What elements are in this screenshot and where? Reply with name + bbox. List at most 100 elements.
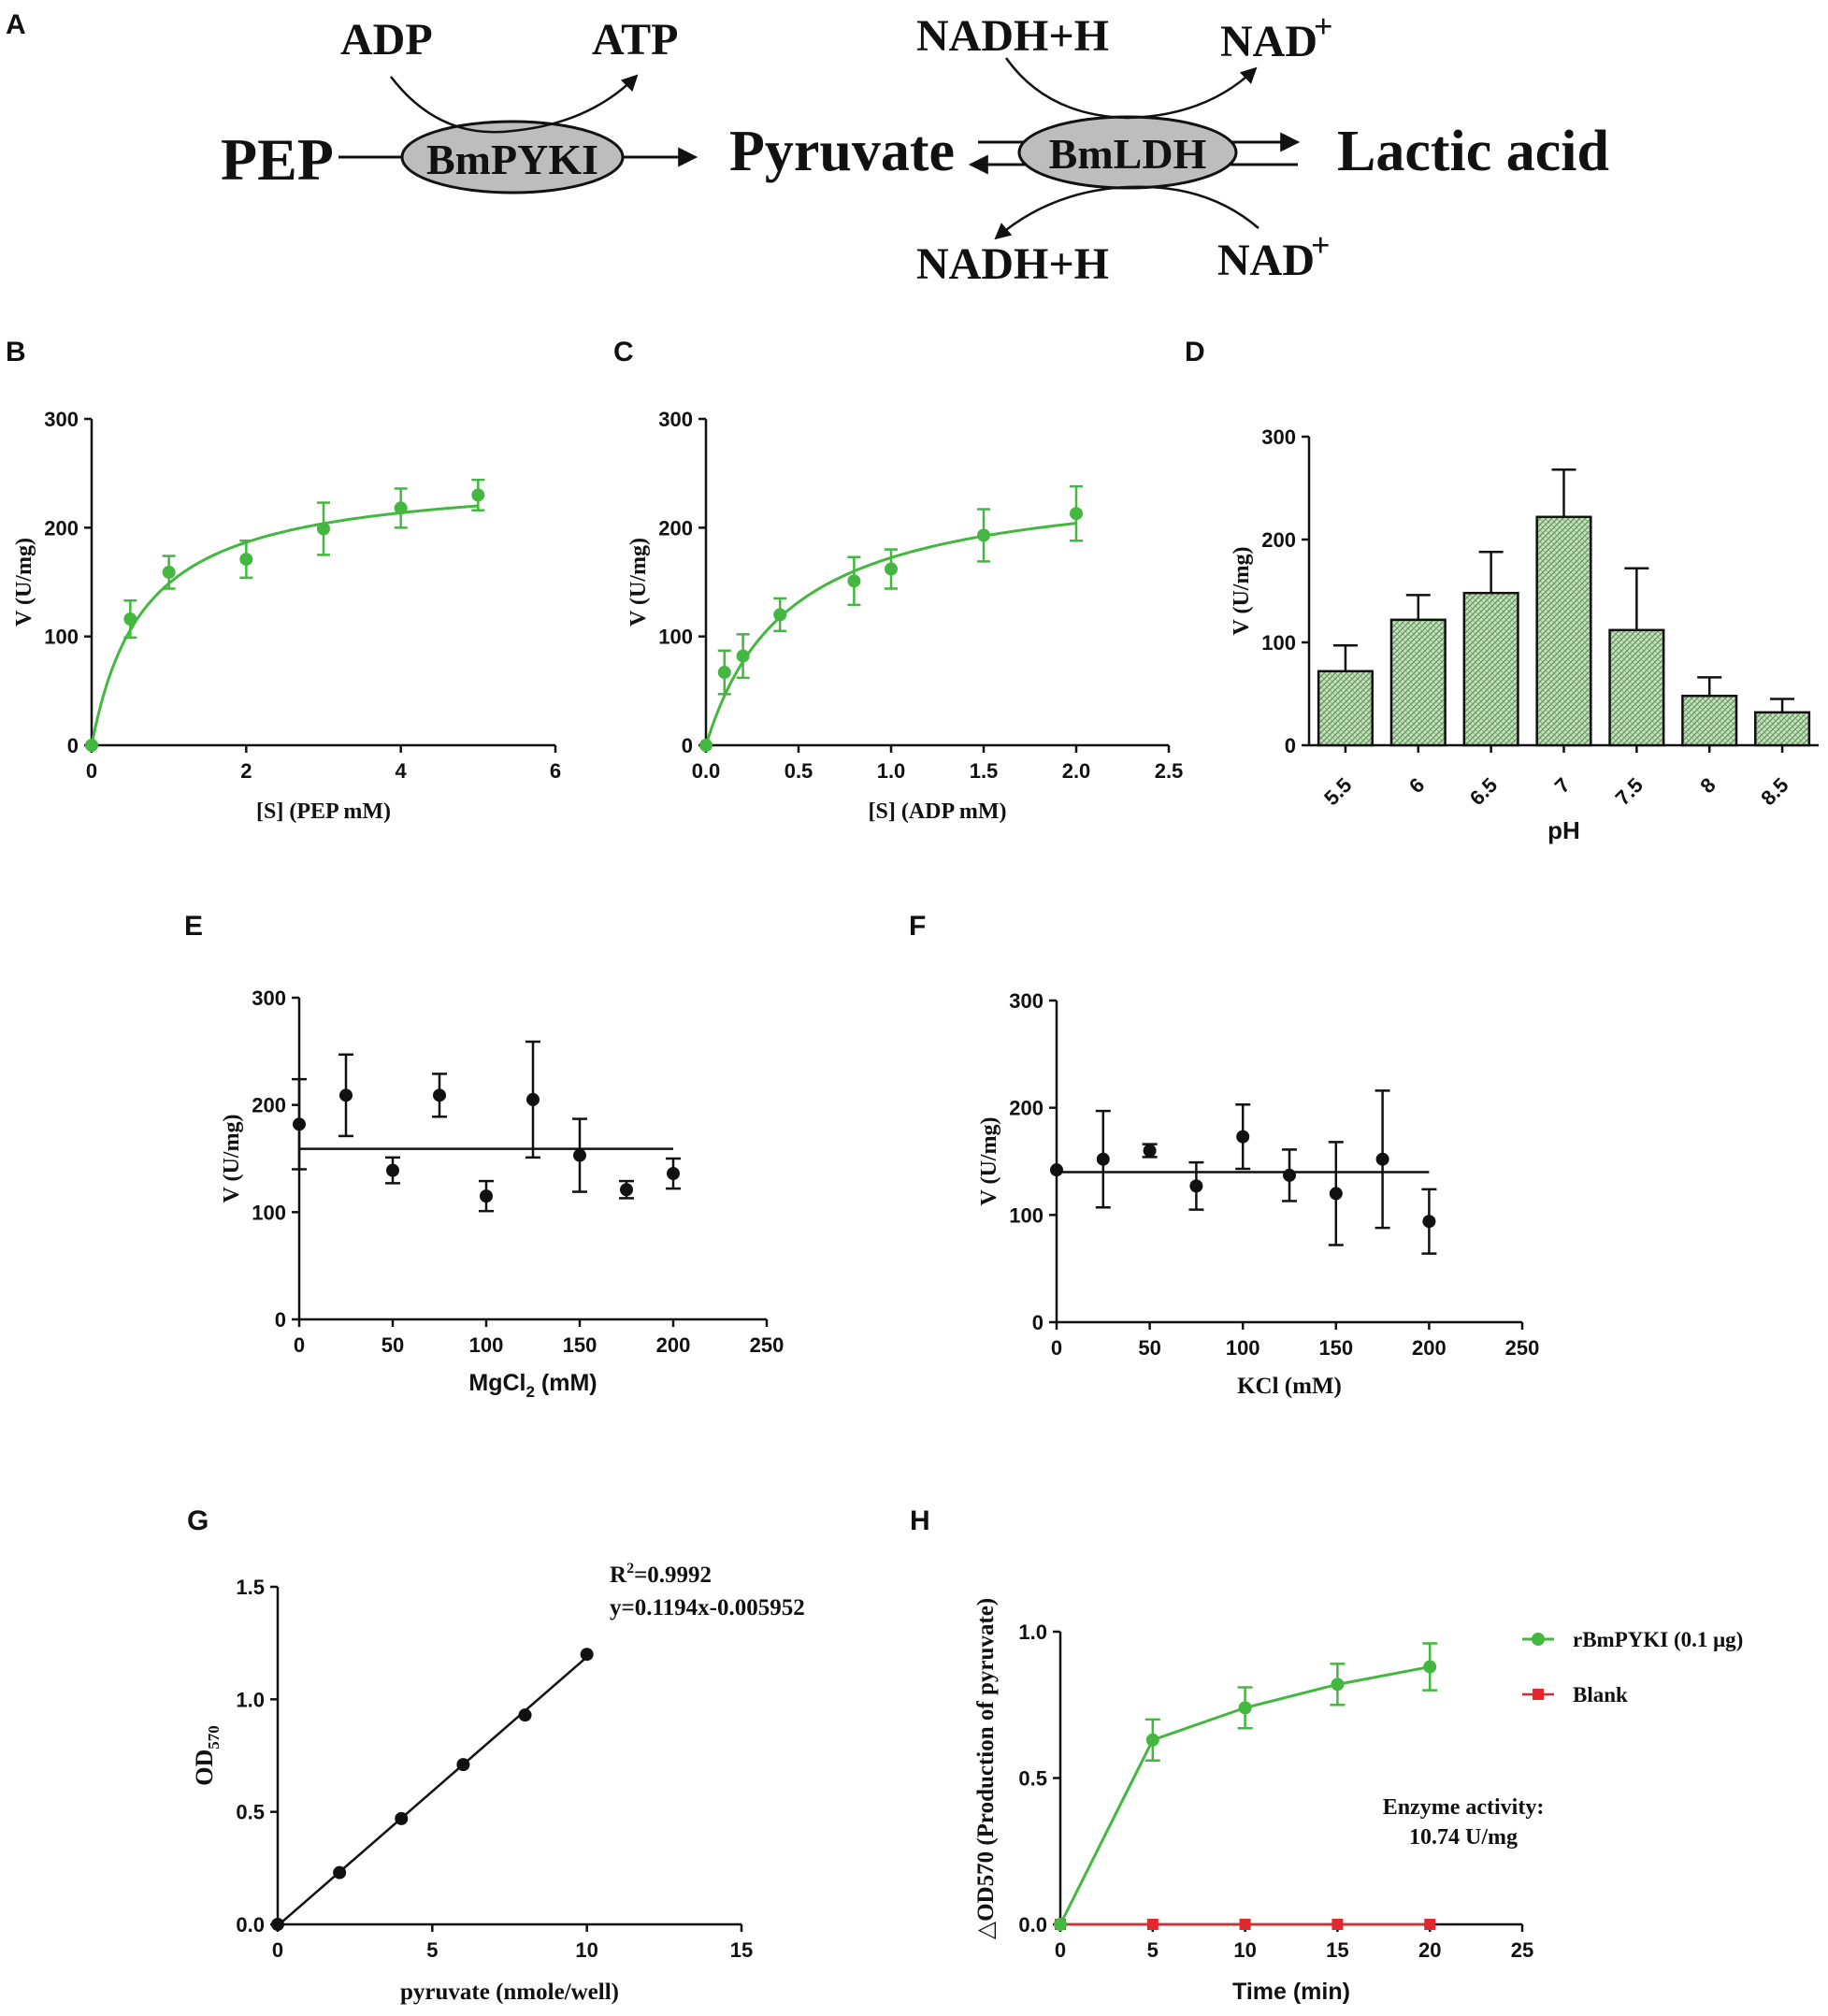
y-tick-label: 100 <box>44 626 79 649</box>
y-tick-label: 100 <box>252 1201 286 1224</box>
pep-label: PEP <box>221 126 334 193</box>
y-axis-label: V (U/mg) <box>977 1117 1001 1206</box>
chart-f-kcl-effect: 0 100 200 300 0 50 100 150 200 250 KCl (mM) V (U/mg… <box>977 989 1539 1399</box>
x-tick-label: 0 <box>294 1333 305 1357</box>
nad-bottom-label: NAD <box>1217 236 1315 285</box>
data-point <box>1329 1187 1343 1201</box>
y-tick-label: 1.0 <box>1018 1620 1047 1644</box>
y-tick-label: 200 <box>658 516 693 540</box>
pyruvate-label: Pyruvate <box>729 120 955 183</box>
data-point <box>386 1163 399 1177</box>
y-tick-label: 0 <box>1032 1311 1044 1334</box>
x-tick-label: 4 <box>396 759 408 783</box>
x-tick-label: 5 <box>426 1938 438 1962</box>
fit-line <box>277 1656 588 1927</box>
panel-letter-c: C <box>613 337 634 367</box>
x-tick-label: 100 <box>469 1333 504 1357</box>
x-tick-label: 50 <box>381 1333 404 1357</box>
bar <box>1535 515 1592 747</box>
x-tick-label: 200 <box>656 1333 691 1357</box>
x-tick-label: 150 <box>563 1333 597 1357</box>
x-tick-label: 10 <box>1233 1938 1256 1962</box>
enzyme-activity-value: 10.74 U/mg <box>1409 1825 1518 1850</box>
y-tick-label: 0.0 <box>236 1913 265 1937</box>
y-tick-label: 200 <box>1009 1097 1044 1120</box>
x-tick-label: 25 <box>1511 1938 1533 1962</box>
y-tick-label: 1.0 <box>236 1688 265 1711</box>
data-point <box>699 739 712 752</box>
x-tick-label: 250 <box>750 1333 784 1357</box>
x-tick-label: 10 <box>575 1938 597 1962</box>
data-point <box>580 1648 594 1662</box>
bar <box>1754 711 1811 747</box>
y-axis-label: OD570 <box>191 1725 223 1786</box>
y-tick-label: 0 <box>682 734 693 757</box>
data-point <box>1189 1179 1203 1193</box>
enzyme-data-point <box>1423 1660 1437 1674</box>
nad-bottom-plus: + <box>1311 226 1331 264</box>
enzyme-data-point <box>1145 1733 1159 1747</box>
data-point <box>162 566 176 580</box>
x-tick-label: 0 <box>1051 1336 1062 1360</box>
bar <box>1462 591 1519 747</box>
data-point <box>620 1183 633 1197</box>
panel-letter-e: E <box>184 911 203 942</box>
fit-curve <box>90 504 479 746</box>
panel-letter-d: D <box>1185 337 1205 367</box>
panel-letter-g: G <box>187 1505 209 1536</box>
y-tick-label: 300 <box>1261 425 1296 449</box>
data-point <box>847 574 861 588</box>
x-tick-label: 150 <box>1318 1336 1353 1360</box>
x-tick-label: 0.0 <box>692 759 721 783</box>
x-tick-label: 100 <box>1226 1336 1260 1360</box>
x-tick-label: 8 <box>1695 773 1720 798</box>
data-point <box>1096 1152 1110 1166</box>
data-point <box>717 666 731 680</box>
enzyme-data-point <box>1054 1918 1067 1931</box>
blank-data-point <box>1424 1919 1436 1930</box>
adp-atp-arc <box>390 74 639 134</box>
x-tick-label: 0 <box>1055 1938 1066 1962</box>
x-tick-label: 1.5 <box>970 759 999 783</box>
r-squared-annotation: R2=0.9992 <box>610 1561 712 1588</box>
panel-letter-h: H <box>910 1505 930 1536</box>
y-tick-label: 200 <box>1261 528 1296 552</box>
nadh-bottom-label: NADH+H <box>916 239 1109 289</box>
y-tick-label: 200 <box>252 1094 286 1117</box>
data-point <box>773 608 787 622</box>
nadh-top-label: NADH+H <box>916 11 1109 61</box>
x-tick-label: 6 <box>550 759 561 783</box>
data-point <box>1283 1168 1296 1182</box>
enzyme-data-point <box>1238 1701 1252 1715</box>
x-tick-label: 2 <box>240 759 252 783</box>
data-point <box>526 1092 540 1106</box>
x-tick-label: 0 <box>272 1938 283 1962</box>
y-axis-label: V (U/mg) <box>12 538 36 626</box>
data-point <box>667 1167 680 1181</box>
x-tick-label: 2.0 <box>1062 759 1091 783</box>
nad-top-plus: + <box>1314 7 1333 45</box>
atp-label: ATP <box>592 15 678 65</box>
nadh-nad-top-arc <box>1004 57 1258 120</box>
data-point <box>1143 1144 1157 1158</box>
y-tick-label: 0 <box>1285 734 1296 757</box>
data-point <box>333 1865 347 1879</box>
blank-data-point <box>1331 1919 1344 1930</box>
x-tick-label: 5 <box>1147 1938 1159 1962</box>
data-point <box>123 612 137 626</box>
y-axis-label: △OD570 (Production of pyruvate) <box>973 1598 999 1939</box>
blank-data-point <box>1239 1919 1251 1930</box>
y-tick-label: 100 <box>1261 631 1296 655</box>
y-tick-label: 0.5 <box>1018 1767 1047 1791</box>
x-tick-label: 2.5 <box>1155 759 1184 783</box>
data-point <box>977 528 990 542</box>
bar <box>1681 694 1738 747</box>
data-point <box>339 1088 353 1102</box>
blank-data-point <box>1146 1919 1159 1930</box>
panel-letters: A B C D E F G H <box>6 9 1205 1536</box>
enzyme-activity-label: Enzyme activity: <box>1383 1795 1545 1820</box>
x-tick-label: 6.5 <box>1465 773 1502 810</box>
equation-annotation: y=0.1194x-0.005952 <box>610 1595 805 1620</box>
data-point <box>317 522 330 536</box>
